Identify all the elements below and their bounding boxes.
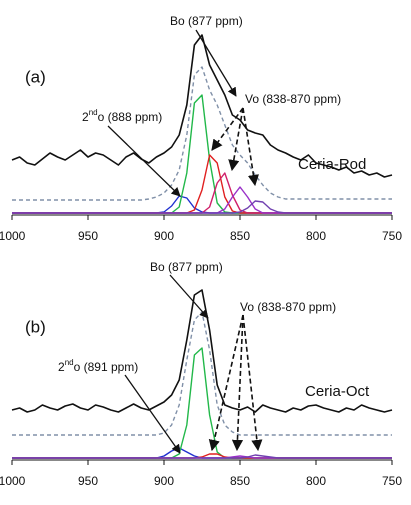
x-tick-label: 800 xyxy=(306,474,326,488)
dashed-arrow xyxy=(231,314,244,452)
dashed-arrow xyxy=(242,314,263,452)
panel: 1000 950 900 850 800 750 (b) Ceria-Oct Bo (877 p… xyxy=(0,260,402,488)
panel: 1000 950 900 850 800 750 (a) Ceria-Rod Bo (877 p… xyxy=(0,14,402,243)
x-tick-label: 900 xyxy=(154,474,174,488)
spectrum-line xyxy=(11,34,393,178)
panel-label: (b) xyxy=(25,317,46,336)
x-tick-label: 900 xyxy=(154,229,174,243)
x-tick-label: 1000 xyxy=(0,474,26,488)
x-tick-label: 950 xyxy=(78,474,98,488)
dashed-arrow xyxy=(242,107,259,187)
dashed-arrow xyxy=(228,107,244,172)
annotation-part: 2 xyxy=(58,360,65,374)
spectrum-line xyxy=(12,66,392,201)
annotation-part: o (888 ppm) xyxy=(98,110,163,124)
x-tick-label: 850 xyxy=(230,474,250,488)
annotation: Bo (877 ppm) xyxy=(170,14,243,28)
sample-label: Ceria-Oct xyxy=(305,383,370,400)
dashed-arrow xyxy=(211,107,244,151)
panel-label: (a) xyxy=(25,67,46,86)
spectrum-line xyxy=(12,454,392,459)
x-tick-label: 1000 xyxy=(0,229,26,243)
arrow xyxy=(169,274,209,319)
annotation-superscript: nd xyxy=(89,108,98,117)
arrow xyxy=(107,125,181,197)
spectrum-line xyxy=(12,172,392,214)
annotation-part: o (891 ppm) xyxy=(74,360,139,374)
x-tick-label: 850 xyxy=(230,229,250,243)
dashed-arrow xyxy=(208,314,244,452)
annotation: Vo (838-870 ppm) xyxy=(240,300,336,314)
spectrum-line xyxy=(12,94,392,214)
annotation: 2ndo (891 ppm) xyxy=(58,358,138,374)
x-tick-label: 750 xyxy=(382,229,402,243)
annotation-superscript: nd xyxy=(65,358,74,367)
sample-label: Ceria-Rod xyxy=(298,156,366,173)
x-tick-label: 800 xyxy=(306,229,326,243)
spectrum-line xyxy=(12,200,392,214)
annotation: 2ndo (888 ppm) xyxy=(82,108,162,124)
arrow xyxy=(124,374,181,454)
x-tick-label: 750 xyxy=(382,474,402,488)
annotation: Bo (877 ppm) xyxy=(150,260,223,274)
x-tick-label: 950 xyxy=(78,229,98,243)
spectrum-line xyxy=(12,311,392,436)
annotation-part: 2 xyxy=(82,110,89,124)
arrow xyxy=(195,29,237,97)
spectrum-line xyxy=(11,289,393,413)
annotation: Vo (838-870 ppm) xyxy=(245,92,341,106)
